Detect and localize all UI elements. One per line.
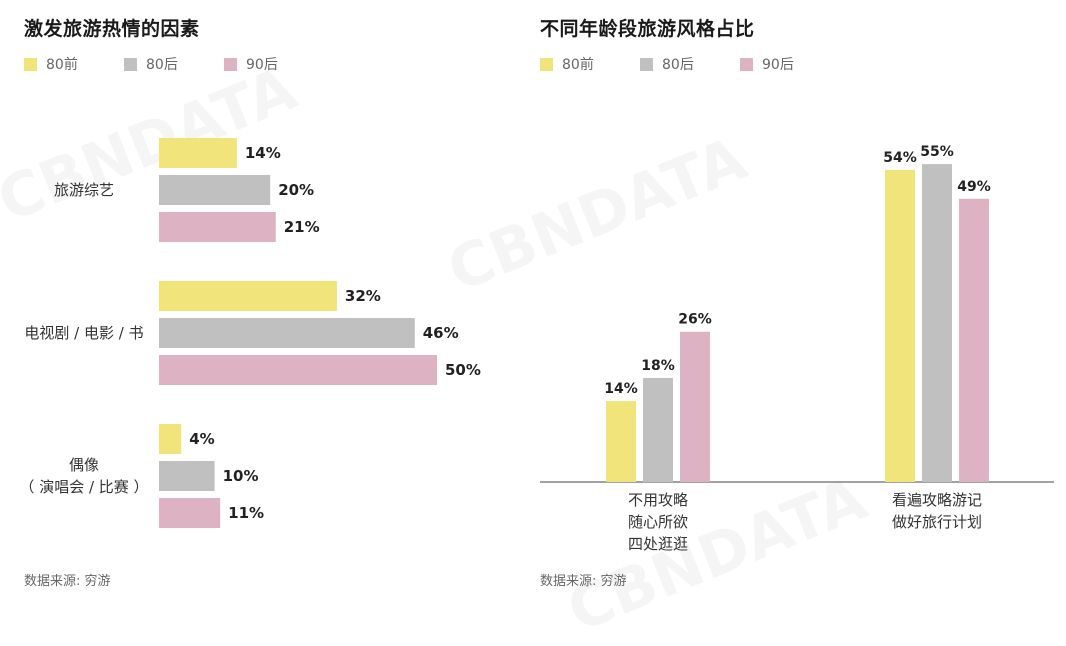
bar	[159, 138, 237, 168]
bar	[159, 212, 276, 242]
bar	[959, 198, 989, 482]
category-label: 看遍攻略游记	[892, 491, 982, 509]
bar	[159, 461, 215, 491]
legend-label: 80后	[662, 57, 694, 73]
data-label: 32%	[345, 287, 381, 305]
bar	[680, 331, 710, 482]
legend: 80前 80后 90后	[540, 54, 840, 74]
legend-item: 80后	[124, 54, 224, 74]
bar	[159, 424, 182, 454]
legend-label: 80后	[146, 57, 178, 73]
data-source: 数据来源: 穷游	[24, 574, 111, 589]
data-label: 54%	[883, 150, 917, 166]
legend-label: 90后	[246, 57, 278, 73]
category-label: （ 演唱会 / 比赛 ）	[19, 478, 148, 496]
legend-item: 90后	[224, 54, 324, 74]
bar	[606, 401, 636, 482]
data-source: 数据来源: 穷游	[540, 574, 627, 589]
bar	[885, 169, 915, 482]
data-label: 20%	[278, 181, 314, 199]
data-label: 10%	[223, 467, 259, 485]
category-label: 随心所欲	[628, 513, 688, 531]
data-label: 14%	[245, 144, 281, 162]
legend-label: 90后	[762, 57, 794, 73]
category-label: 做好旅行计划	[892, 513, 982, 531]
legend: 80前 80后 90后	[24, 54, 324, 74]
category-label: 电视剧 / 电影 / 书	[24, 324, 143, 342]
legend-swatch	[24, 57, 37, 71]
data-label: 55%	[920, 144, 954, 160]
category-label: 旅游综艺	[54, 181, 114, 199]
data-label: 26%	[678, 312, 712, 328]
bar	[159, 281, 337, 311]
legend-swatch	[640, 57, 653, 71]
bar	[159, 498, 221, 528]
data-label: 50%	[445, 361, 481, 379]
bar	[922, 164, 952, 482]
data-label: 11%	[228, 504, 264, 522]
chart-title: 不同年龄段旅游风格占比	[540, 18, 755, 40]
legend-item: 80前	[24, 54, 124, 74]
category-label: 偶像	[69, 456, 99, 474]
bar	[159, 355, 437, 385]
data-label: 18%	[641, 358, 675, 374]
legend-swatch	[124, 57, 137, 71]
legend-item: 80后	[640, 54, 740, 74]
legend-label: 80前	[562, 57, 594, 73]
legend-item: 90后	[740, 54, 840, 74]
chart-title: 激发旅游热情的因素	[24, 18, 200, 40]
data-label: 21%	[284, 218, 320, 236]
legend-item: 80前	[540, 54, 640, 74]
chart-panel-right: 不同年龄段旅游风格占比 80前 80后 90后 14% 18% 26% 不用攻略随心所…	[520, 0, 1066, 604]
category-label: 四处逛逛	[628, 535, 688, 553]
data-label: 49%	[957, 179, 991, 195]
bar	[159, 175, 271, 205]
data-label: 4%	[189, 430, 214, 448]
legend-swatch	[540, 57, 553, 71]
legend-label: 80前	[46, 57, 78, 73]
legend-swatch	[224, 57, 237, 71]
horizontal-bar-chart: 旅游综艺 14% 20% 21% 电视剧 / 电影 / 书 32% 46% 50% 偶像 （ 演唱…	[19, 138, 481, 528]
legend-swatch	[740, 57, 753, 71]
data-label: 14%	[604, 381, 638, 397]
chart-panel-left: 激发旅游热情的因素 80前 80后 90后 旅游综艺 14% 20% 21% 电视剧 /…	[0, 0, 520, 604]
category-label: 不用攻略	[628, 491, 688, 509]
bar	[643, 377, 673, 482]
data-label: 46%	[423, 324, 459, 342]
bar	[159, 318, 415, 348]
